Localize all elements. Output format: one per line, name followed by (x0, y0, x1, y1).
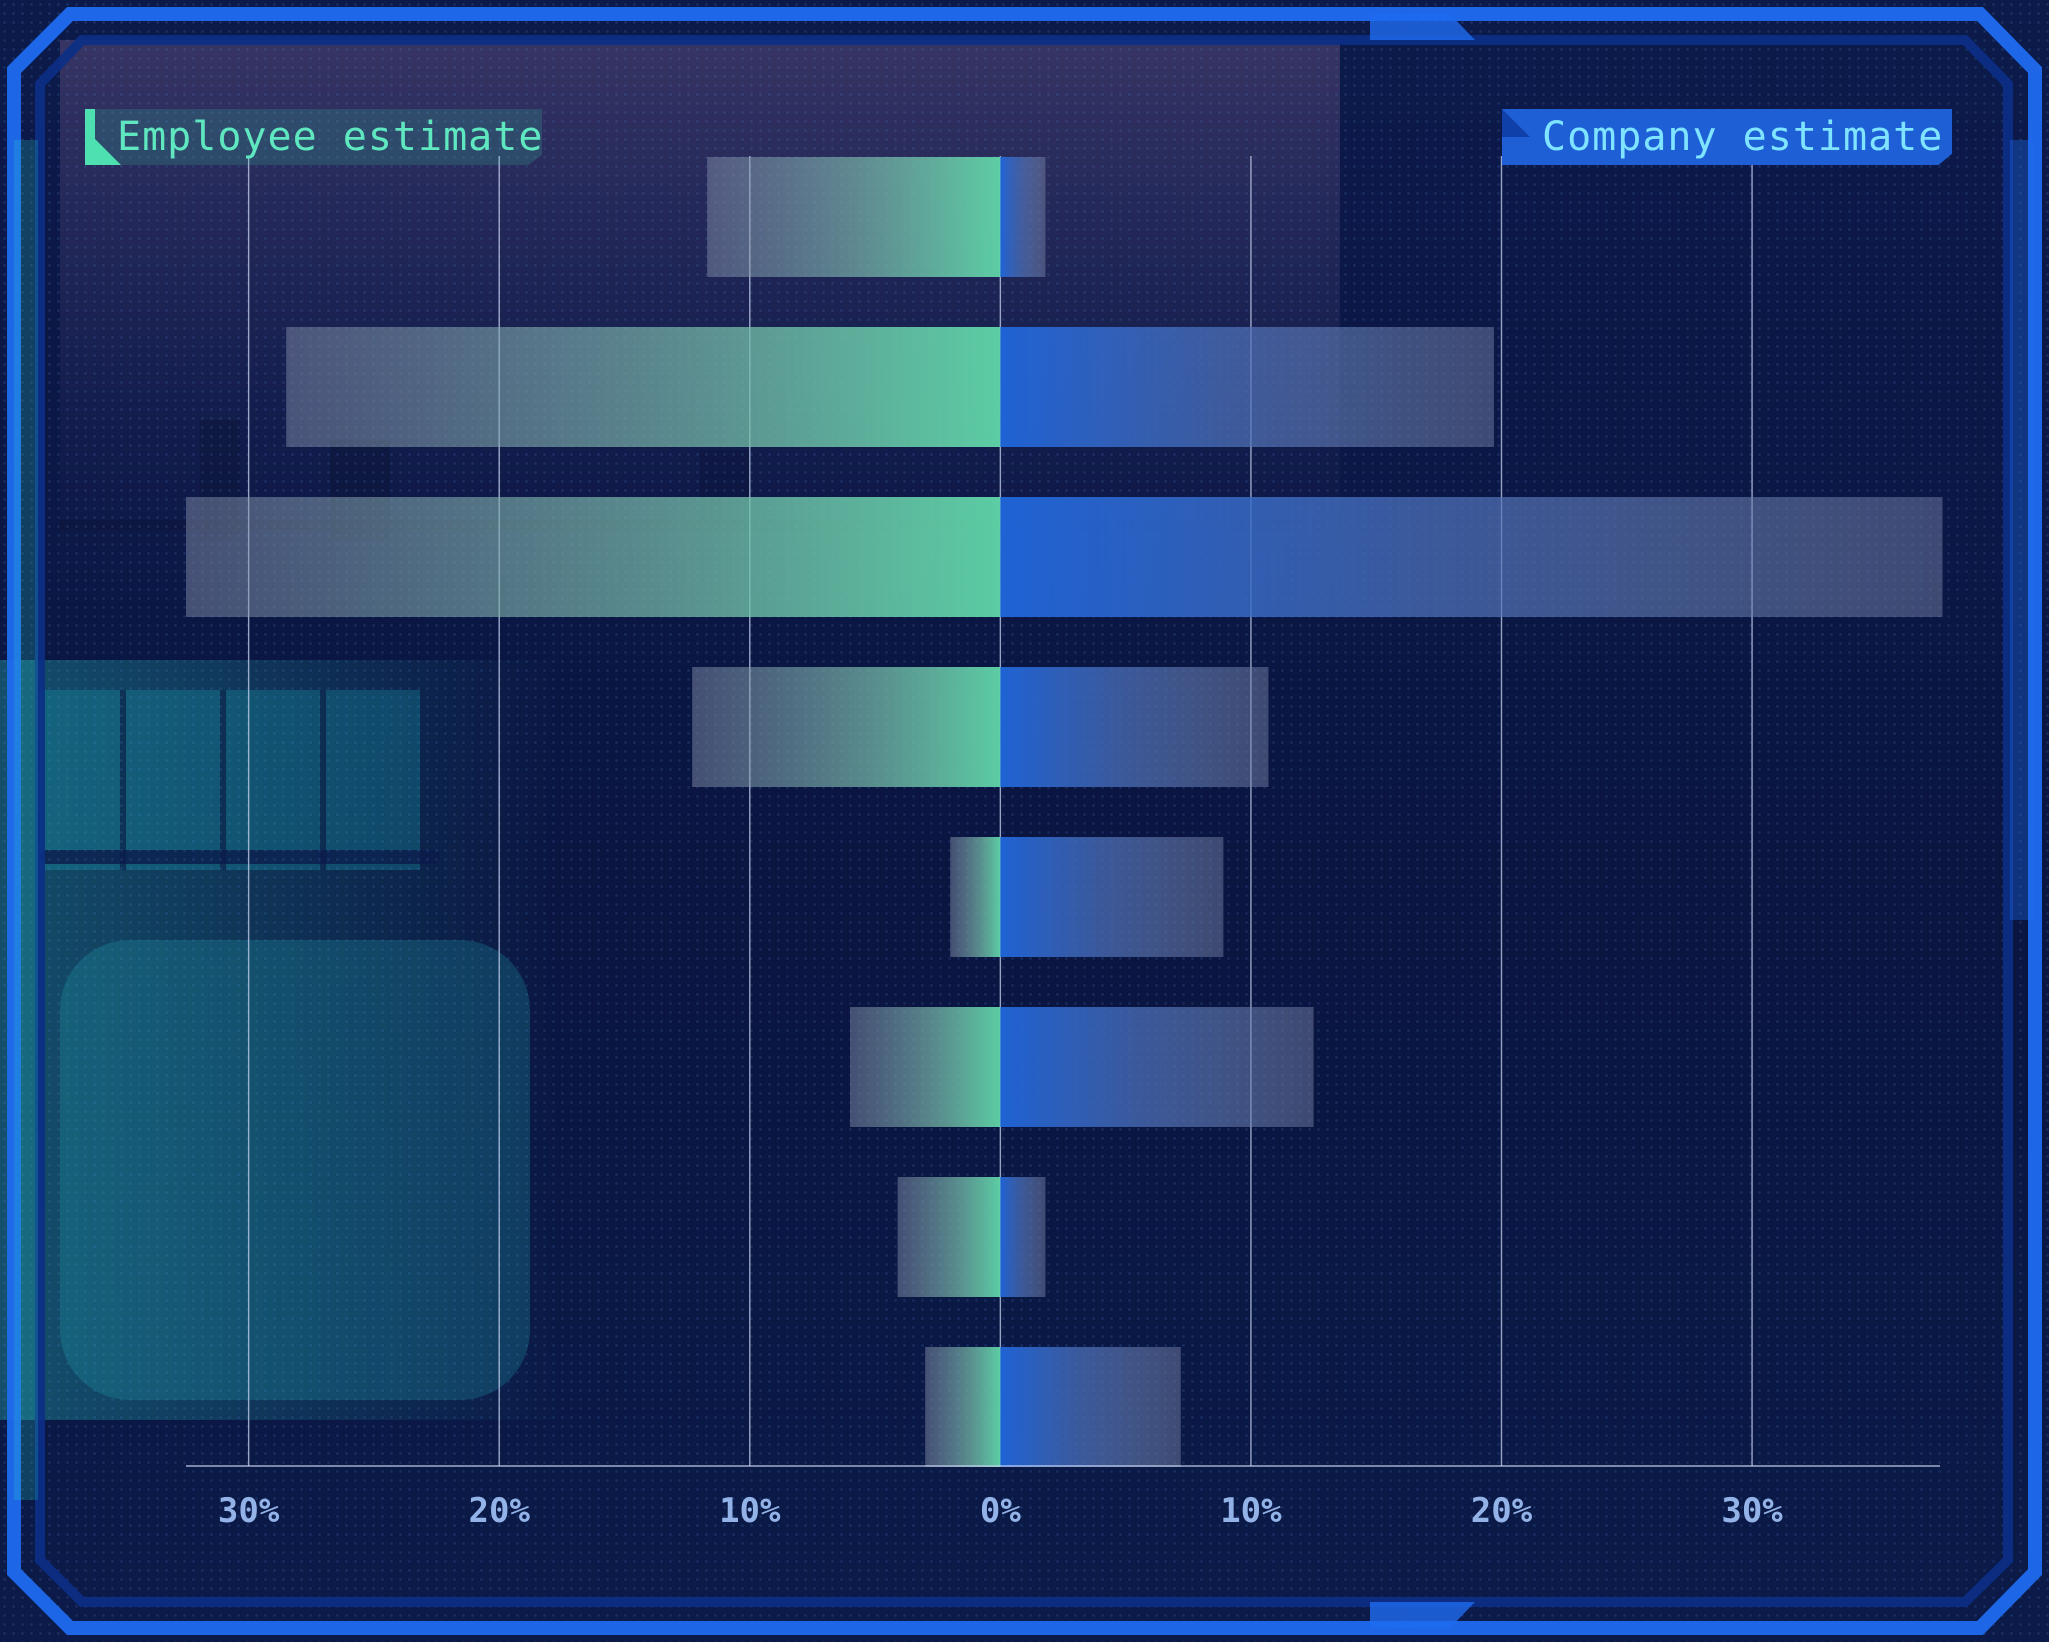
x-tick-label-0: 30% (218, 1491, 280, 1531)
bar-employee-7 (925, 1347, 1001, 1467)
bar-company-4 (1000, 837, 1224, 957)
bar-employee-6 (897, 1177, 1001, 1297)
x-tick-label-6: 30% (1721, 1491, 1783, 1531)
x-axis: 30% 20% 10% 0% 10% 20% 30% (186, 1465, 1940, 1531)
legend-employee-swatch (95, 139, 121, 165)
bar-company-6 (1000, 1177, 1046, 1297)
x-tick-label-4: 10% (1220, 1491, 1282, 1531)
bar-employee-3 (692, 667, 1001, 787)
bar-company-5 (1000, 1007, 1314, 1127)
bars (186, 157, 1943, 1467)
bar-employee-1 (286, 327, 1001, 447)
bar-company-3 (1000, 667, 1269, 787)
bar-employee-0 (707, 157, 1001, 277)
bar-employee-5 (850, 1007, 1001, 1127)
bar-company-1 (1000, 327, 1494, 447)
x-tick-label-1: 20% (469, 1491, 531, 1531)
legend-employee-label: Employee estimate (117, 114, 544, 160)
bar-employee-4 (950, 837, 1001, 957)
x-tick-label-5: 20% (1471, 1491, 1533, 1531)
legend-company: Company estimate (1502, 109, 1952, 165)
bar-company-0 (1000, 157, 1046, 277)
legend-company-swatch (1502, 109, 1530, 137)
x-tick-label-3: 0% (980, 1491, 1021, 1531)
bar-company-7 (1000, 1347, 1181, 1467)
bar-employee-2 (186, 497, 1001, 617)
x-tick-label-2: 10% (719, 1491, 781, 1531)
legend-employee: Employee estimate (85, 109, 542, 165)
bar-company-2 (1000, 497, 1943, 617)
legend-company-label: Company estimate (1542, 114, 1944, 160)
